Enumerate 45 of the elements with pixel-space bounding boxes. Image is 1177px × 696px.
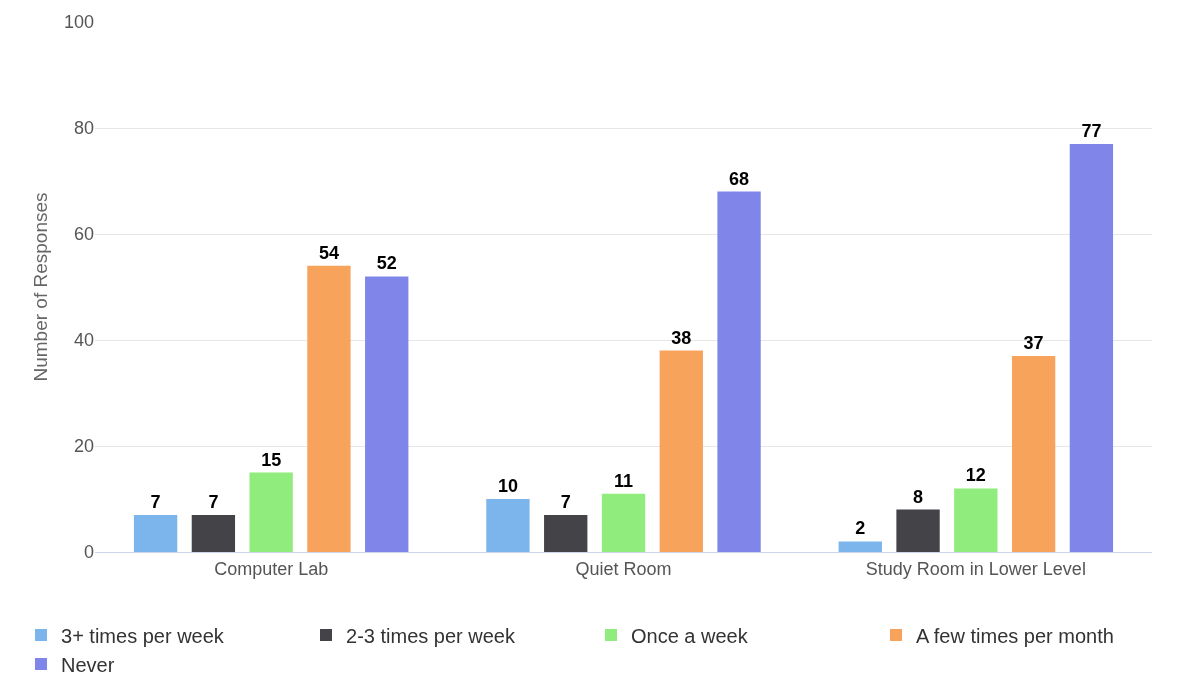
bar — [133, 514, 178, 552]
data-label: 38 — [671, 327, 692, 348]
data-label: 54 — [318, 242, 339, 263]
y-axis-title: Number of Responses — [30, 192, 51, 382]
bar — [896, 509, 940, 552]
bar — [365, 276, 409, 552]
y-tick-label: 80 — [73, 118, 94, 139]
data-label: 10 — [497, 476, 518, 496]
bar — [838, 541, 882, 552]
bar — [954, 488, 998, 552]
legend-label: Never — [61, 653, 115, 676]
y-tick-label: 40 — [73, 330, 94, 351]
data-label: 7 — [560, 491, 571, 512]
bar — [659, 350, 703, 552]
bar — [717, 191, 761, 552]
bar — [249, 472, 293, 552]
data-label: 68 — [729, 168, 750, 189]
data-label: 7 — [208, 491, 219, 512]
legend-label: A few times per month — [916, 624, 1114, 647]
x-tick-label: Study Room in Lower Level — [865, 558, 1086, 579]
data-label: 52 — [376, 253, 397, 274]
bar — [1069, 143, 1114, 552]
bar — [544, 514, 588, 552]
data-label: 77 — [1081, 120, 1102, 141]
legend-label: 3+ times per week — [61, 624, 225, 647]
x-tick-label: Computer Lab — [214, 558, 329, 579]
y-tick-label: 60 — [73, 224, 94, 245]
bar — [486, 499, 530, 552]
bar — [1011, 355, 1056, 552]
bar — [307, 265, 351, 552]
x-tick-label: Quiet Room — [575, 558, 672, 579]
bar — [601, 493, 646, 552]
legend-label: 2-3 times per week — [346, 624, 516, 647]
y-tick-label: 100 — [63, 12, 94, 33]
data-label: 15 — [261, 449, 282, 470]
y-tick-label: 0 — [83, 542, 94, 563]
y-tick-label: 20 — [73, 436, 94, 457]
bar — [191, 514, 236, 552]
data-label: 12 — [965, 465, 986, 486]
data-label: 37 — [1023, 332, 1044, 353]
data-label: 8 — [913, 486, 924, 507]
data-label: 2 — [855, 518, 866, 539]
data-label: 11 — [613, 470, 634, 491]
legend-label: Once a week — [631, 624, 749, 647]
data-label: 7 — [150, 491, 161, 512]
